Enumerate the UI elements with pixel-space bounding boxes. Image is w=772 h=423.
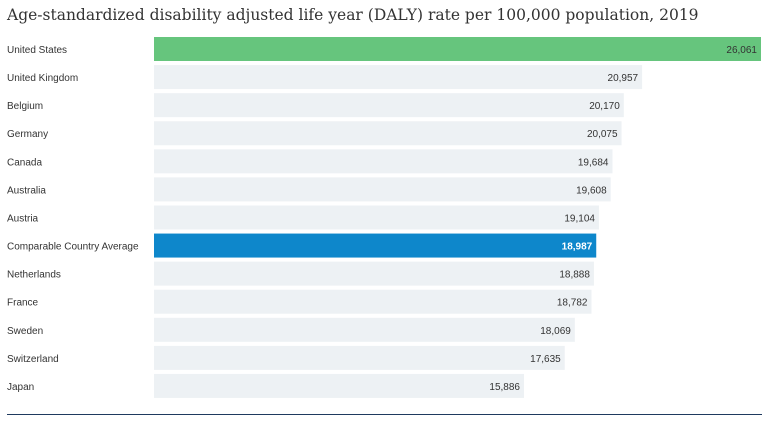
category-label-switzerland: Switzerland	[7, 354, 59, 365]
category-label-japan: Japan	[7, 382, 34, 393]
bar-netherlands	[154, 261, 594, 286]
bar-germany	[154, 121, 622, 146]
value-label-comparable-country-average: 18,987	[562, 242, 593, 253]
value-label-canada: 19,684	[578, 157, 609, 168]
bar-canada	[154, 149, 613, 174]
category-label-comparable-country-average: Comparable Country Average	[7, 242, 139, 253]
category-label-united-kingdom: United Kingdom	[7, 73, 78, 84]
bar-austria	[154, 205, 599, 230]
category-label-netherlands: Netherlands	[7, 270, 61, 281]
value-label-france: 18,782	[557, 298, 588, 309]
value-label-united-kingdom: 20,957	[608, 73, 639, 84]
value-label-austria: 19,104	[564, 213, 595, 224]
bottom-divider	[7, 414, 762, 415]
bar-united-states	[154, 37, 761, 61]
value-label-netherlands: 18,888	[559, 270, 590, 281]
category-label-united-states: United States	[7, 45, 67, 56]
bar-japan	[154, 373, 525, 398]
category-label-france: France	[7, 298, 39, 309]
bar-belgium	[154, 93, 624, 118]
value-label-australia: 19,608	[576, 185, 607, 196]
category-label-germany: Germany	[7, 129, 48, 140]
value-label-germany: 20,075	[587, 129, 618, 140]
chart-title: Age-standardized disability adjusted lif…	[7, 6, 699, 24]
category-label-austria: Austria	[7, 213, 39, 224]
value-label-sweden: 18,069	[540, 326, 571, 337]
bar-australia	[154, 177, 611, 202]
category-label-canada: Canada	[7, 157, 42, 168]
category-label-australia: Australia	[7, 185, 46, 196]
bar-france	[154, 289, 592, 314]
value-label-switzerland: 17,635	[530, 354, 561, 365]
bar-comparable-country-average	[154, 233, 597, 258]
bar-sweden	[154, 317, 575, 342]
bar-united-kingdom	[154, 65, 643, 90]
value-label-belgium: 20,170	[589, 101, 620, 112]
value-label-united-states: 26,061	[726, 45, 757, 56]
category-label-belgium: Belgium	[7, 101, 43, 112]
category-label-sweden: Sweden	[7, 326, 43, 337]
bar-switzerland	[154, 345, 565, 370]
value-label-japan: 15,886	[489, 382, 520, 393]
